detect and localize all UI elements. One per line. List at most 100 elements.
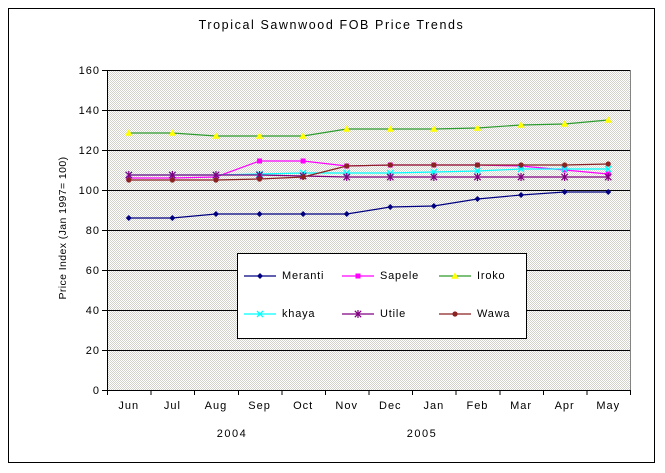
series-marker-iroko	[255, 132, 264, 139]
series-marker-wawa	[431, 162, 437, 168]
legend-marker-sapele-icon	[342, 273, 374, 279]
series-marker-utile	[604, 173, 612, 181]
legend-marker-meranti-icon	[244, 273, 276, 279]
x-axis-tick-label: Mar	[510, 400, 532, 412]
series-marker-iroko	[473, 124, 482, 131]
legend-marker-wawa-icon	[439, 311, 471, 317]
series-marker-meranti	[387, 204, 394, 210]
legend-entry-sapele: Sapele	[341, 268, 419, 284]
series-marker-khaya	[517, 165, 525, 173]
legend-label-khaya: khaya	[282, 308, 316, 320]
series-marker-wawa	[126, 177, 132, 183]
legend-glyph-iroko	[451, 272, 459, 279]
legend-box: Meranti Sapele Iroko khaya Utile Wawa	[237, 253, 527, 339]
series-marker-sapele	[257, 158, 263, 164]
series-marker-meranti	[605, 189, 612, 195]
series-marker-iroko	[604, 116, 613, 123]
legend-label-utile: Utile	[380, 308, 407, 320]
series-marker-wawa	[344, 163, 350, 169]
legend-marker-utile-icon	[342, 310, 374, 318]
legend-entry-wawa: Wawa	[438, 306, 510, 322]
legend-glyph-khaya	[256, 310, 264, 318]
legend-glyph-utile	[354, 310, 362, 318]
series-marker-wawa	[169, 177, 175, 183]
y-axis-tick-label: 40	[86, 305, 100, 317]
legend-label-sapele: Sapele	[380, 270, 420, 282]
series-marker-wawa	[518, 162, 524, 168]
x-axis-tick-label: Sep	[248, 400, 271, 412]
series-marker-khaya	[473, 167, 481, 175]
x-axis-tick-label: Apr	[555, 400, 575, 412]
series-marker-meranti	[561, 189, 568, 195]
y-axis-tick-label: 140	[79, 105, 100, 117]
series-marker-utile	[386, 173, 394, 181]
series-marker-iroko	[212, 132, 220, 139]
series-marker-iroko	[168, 129, 177, 136]
legend-marker-khaya-icon	[244, 310, 276, 318]
legend-marker-iroko-icon	[439, 272, 471, 279]
series-marker-meranti	[300, 211, 307, 217]
series-marker-iroko	[560, 120, 569, 127]
series-marker-meranti	[125, 215, 132, 221]
series-line-meranti	[128, 191, 609, 219]
x-axis-tick-label: Aug	[205, 400, 228, 412]
x-axis-year-label: 2004	[217, 428, 247, 440]
series-marker-utile	[473, 173, 482, 181]
series-marker-wawa	[300, 174, 306, 180]
legend-label-iroko: Iroko	[477, 270, 506, 282]
series-marker-meranti	[430, 203, 437, 209]
series-line-iroko	[128, 119, 609, 137]
series-marker-sapele	[300, 158, 306, 164]
y-axis-tick-label: 100	[79, 185, 100, 197]
x-axis-tick-label: Jun	[118, 400, 139, 412]
x-axis-tick-label: Jan	[424, 400, 445, 412]
x-axis-tick-label: Dec	[379, 400, 402, 412]
legend-entry-iroko: Iroko	[438, 268, 505, 284]
legend-entry-meranti: Meranti	[243, 268, 324, 284]
series-marker-meranti	[474, 196, 481, 202]
series-marker-utile	[561, 173, 569, 181]
y-axis-tick-label: 120	[79, 145, 100, 157]
series-marker-meranti	[256, 211, 263, 217]
series-marker-wawa	[562, 162, 568, 168]
chart-title: Tropical Sawnwood FOB Price Trends	[198, 18, 465, 32]
legend-label-wawa: Wawa	[477, 308, 511, 320]
y-axis-tick-label: 0	[93, 385, 100, 397]
series-marker-iroko	[299, 132, 307, 139]
series-marker-meranti	[343, 211, 350, 217]
x-axis-tick-label: May	[596, 400, 620, 412]
legend-entry-khaya: khaya	[243, 306, 315, 322]
x-axis-tick-label: Oct	[293, 400, 313, 412]
legend-entry-utile: Utile	[341, 306, 406, 322]
series-marker-utile	[343, 173, 351, 181]
series-marker-wawa	[213, 177, 219, 183]
series-line-utile	[128, 174, 609, 178]
series-marker-meranti	[169, 215, 176, 221]
series-marker-meranti	[518, 192, 525, 198]
x-axis-year-label: 2005	[407, 428, 437, 440]
y-axis-tick-label: 160	[79, 65, 100, 77]
series-marker-khaya	[561, 165, 569, 173]
y-axis-tick-label: 20	[86, 345, 100, 357]
series-marker-meranti	[212, 211, 219, 217]
legend-glyph-meranti	[257, 273, 263, 279]
series-marker-utile	[517, 173, 525, 181]
series-marker-iroko	[124, 129, 133, 136]
series-marker-sapele	[562, 167, 568, 173]
legend-glyph-wawa	[452, 311, 458, 317]
series-marker-iroko	[517, 121, 525, 128]
legend-label-meranti: Meranti	[282, 270, 325, 282]
series-line-wawa	[128, 163, 609, 181]
x-axis-tick-label: Jul	[164, 400, 181, 412]
series-marker-khaya	[604, 165, 612, 173]
series-marker-wawa	[387, 162, 393, 168]
y-axis-tick-label: 80	[86, 225, 100, 237]
series-marker-wawa	[256, 176, 263, 182]
x-axis-tick-label: Feb	[466, 400, 488, 412]
series-marker-wawa	[605, 161, 611, 167]
series-marker-iroko	[430, 125, 438, 132]
series-marker-iroko	[342, 125, 351, 132]
series-marker-iroko	[386, 125, 395, 132]
